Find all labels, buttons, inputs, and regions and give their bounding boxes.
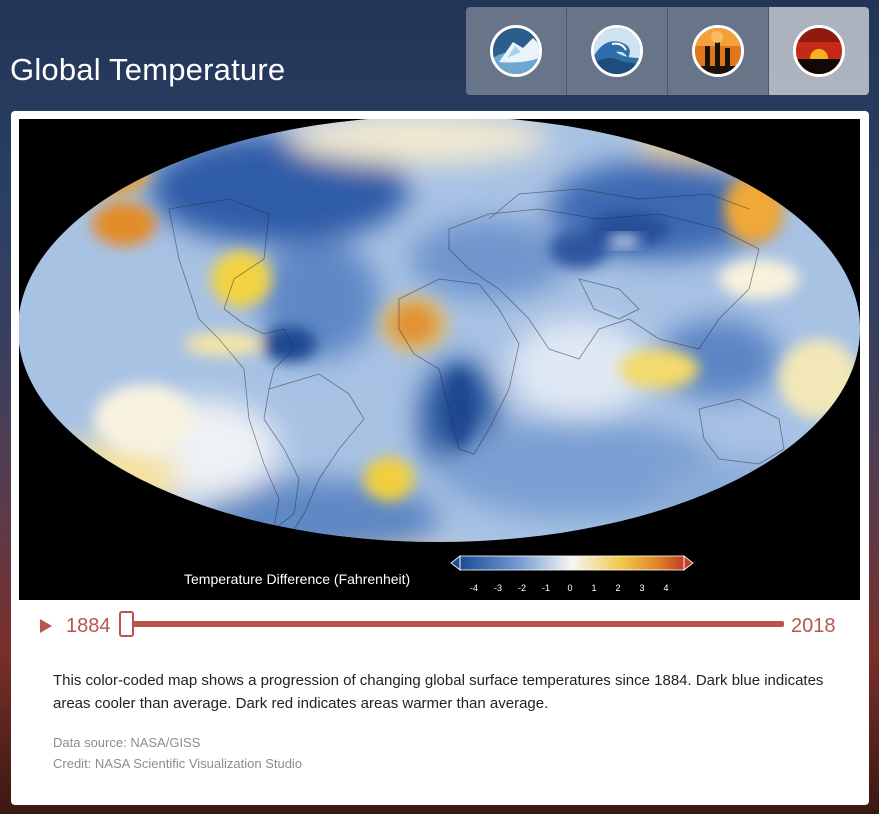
scale-tick: 0	[567, 583, 573, 593]
end-year: 2018	[791, 615, 836, 637]
ocean-wave-icon	[591, 25, 643, 77]
scale-tick: 4	[663, 583, 669, 593]
world-map	[19, 119, 860, 571]
feature-nav	[466, 7, 869, 95]
scale-tick: 2	[615, 583, 621, 593]
color-scale-ticks: -4 -3 -2 -1 0 1 2 3 4	[470, 583, 674, 595]
timeline-handle[interactable]	[119, 611, 134, 637]
scale-tick: -1	[541, 583, 551, 593]
credit: Credit: NASA Scientific Visualization St…	[53, 756, 303, 771]
nav-tab-ocean[interactable]	[567, 7, 668, 95]
nav-tab-temperature[interactable]	[769, 7, 869, 95]
timeline-slider: 1884 2018	[11, 608, 869, 644]
color-scale-bar	[460, 556, 684, 570]
nav-tab-emissions[interactable]	[668, 7, 769, 95]
scale-tick: 3	[639, 583, 645, 593]
ice-sheet-icon	[490, 25, 542, 77]
scale-tick: -4	[469, 583, 479, 593]
timeline-track[interactable]	[127, 621, 784, 627]
content-card: Temperature Difference (Fahrenheit) -4 -…	[11, 111, 869, 805]
scale-tick: 1	[591, 583, 597, 593]
nav-tab-ice[interactable]	[466, 7, 567, 95]
sunset-icon	[793, 25, 845, 77]
page-title: Global Temperature	[10, 52, 286, 87]
description: This color-coded map shows a progression…	[53, 672, 824, 712]
data-source: Data source: NASA/GISS	[53, 735, 201, 750]
legend-label: Temperature Difference (Fahrenheit)	[184, 571, 411, 587]
start-year: 1884	[66, 615, 111, 637]
temperature-map[interactable]: Temperature Difference (Fahrenheit) -4 -…	[19, 119, 860, 600]
scale-tick: -2	[517, 583, 527, 593]
scale-tick: -3	[493, 583, 503, 593]
play-icon[interactable]	[40, 619, 52, 633]
smokestack-icon	[692, 25, 744, 77]
